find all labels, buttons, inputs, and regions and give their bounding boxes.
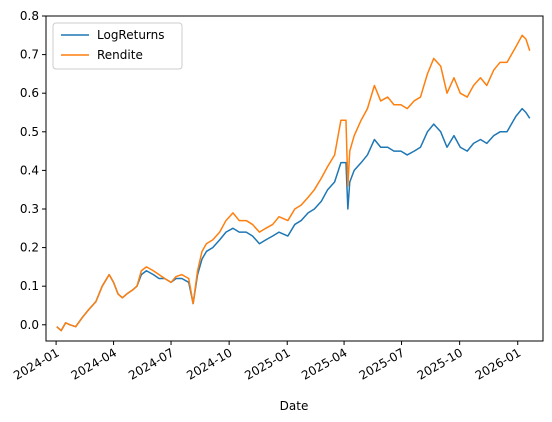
legend-label: Rendite xyxy=(97,48,143,62)
legend-label: LogReturns xyxy=(97,28,165,42)
y-tick-label: 0.0 xyxy=(20,318,39,332)
y-tick-label: 0.2 xyxy=(20,241,39,255)
x-axis-label: Date xyxy=(280,399,309,413)
y-tick-label: 0.8 xyxy=(20,9,39,23)
y-tick-label: 0.5 xyxy=(20,125,39,139)
series-line-rendite xyxy=(56,34,531,332)
y-tick-label: 0.3 xyxy=(20,202,39,216)
y-tick-label: 0.4 xyxy=(20,163,39,177)
plot-frame xyxy=(45,15,544,342)
y-tick-label: 0.6 xyxy=(20,86,39,100)
y-axis-ticks: 0.0 0.1 0.2 0.3 0.4 0.5 0.6 0.7 0.8 xyxy=(20,9,46,332)
y-tick-label: 0.7 xyxy=(20,48,39,62)
legend: LogReturns Rendite xyxy=(52,22,183,70)
series-layer xyxy=(56,34,531,332)
y-tick-label: 0.1 xyxy=(20,279,39,293)
